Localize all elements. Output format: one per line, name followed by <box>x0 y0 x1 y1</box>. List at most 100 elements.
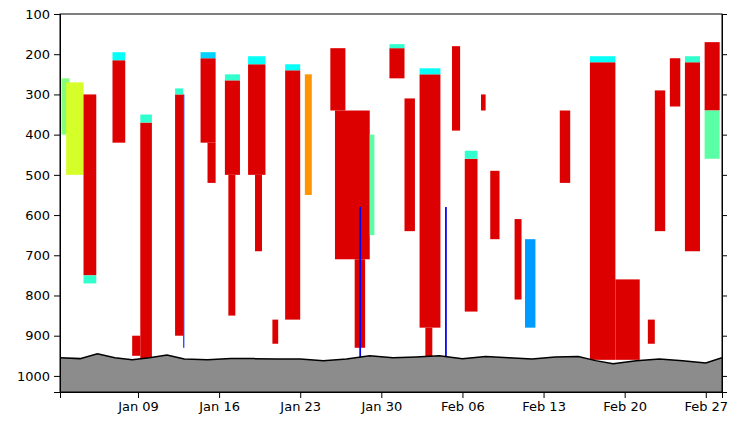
y-right-tick-mark <box>722 94 727 95</box>
cloud-cell <box>285 64 300 70</box>
y-tick-mark <box>54 295 60 296</box>
cloud-cell <box>359 207 361 360</box>
x-tick: Jan 09 <box>117 392 159 414</box>
x-tick-label: Feb 13 <box>522 399 566 414</box>
y-right-tick <box>722 135 727 136</box>
cloud-cell <box>305 74 312 195</box>
x-tick-mark <box>219 392 220 398</box>
cloud-cell <box>705 42 720 110</box>
cloud-cell <box>112 60 125 142</box>
cloud-cell <box>140 115 152 123</box>
y-right-tick-mark <box>722 376 727 377</box>
cloud-cell <box>84 275 97 283</box>
y-right-tick-mark <box>722 295 727 296</box>
y-tick: 200 <box>25 47 60 62</box>
x-tick: Jan 16 <box>198 392 240 414</box>
y-tick-mark <box>54 215 60 216</box>
y-tick-label: 700 <box>25 248 50 263</box>
y-tick-label: 500 <box>25 168 50 183</box>
cloud-cell <box>66 82 83 174</box>
y-right-tick-mark <box>722 215 727 216</box>
y-tick-label: 400 <box>25 127 50 142</box>
y-tick-label: 800 <box>25 288 50 303</box>
cloud-cell <box>248 64 265 175</box>
x-tick: Feb 13 <box>522 392 566 414</box>
chart: Jan 09 Jan 16 Jan 23 Jan 30 Feb 06 Feb 13 Feb … <box>0 0 738 422</box>
cloud-cell <box>225 80 240 175</box>
cloud-cell <box>201 52 216 58</box>
cloud-cell <box>425 328 432 360</box>
x-tick-mark <box>544 392 545 398</box>
y-axis-right <box>722 15 727 393</box>
y-right-tick <box>722 255 727 256</box>
x-tick-mark <box>381 392 382 398</box>
x-tick: Jan 30 <box>360 392 402 414</box>
y-right-tick-mark <box>722 54 727 55</box>
y-tick-mark <box>54 255 60 256</box>
x-tick: Feb 06 <box>441 392 485 414</box>
cloud-cell <box>228 175 235 316</box>
cloud-cell <box>285 70 300 319</box>
y-tick-label: 300 <box>25 87 50 102</box>
y-tick-mark <box>54 94 60 95</box>
x-tick-label: Jan 09 <box>117 399 159 414</box>
cloud-cell <box>615 279 639 359</box>
y-tick: 1000 <box>17 369 60 384</box>
y-tick-label: 200 <box>25 47 50 62</box>
x-tick-mark <box>300 392 301 398</box>
y-right-tick <box>722 376 727 377</box>
cloud-cell <box>183 94 184 347</box>
terrain-area <box>60 354 722 392</box>
cloud-cell <box>132 336 140 356</box>
y-right-tick-mark <box>722 175 727 176</box>
cloud-cell <box>389 44 404 48</box>
cloud-cell <box>272 320 278 344</box>
cloud-cell <box>335 111 370 260</box>
cloud-cell <box>201 58 216 142</box>
y-tick-label: 600 <box>25 208 50 223</box>
y-axis: 100 200 300 400 500 600 700 800 900 1000 <box>17 7 61 393</box>
y-right-tick-mark <box>722 336 727 337</box>
x-tick-label: Jan 16 <box>198 399 240 414</box>
x-tick: Jan 23 <box>279 392 321 414</box>
y-tick: 800 <box>25 288 60 303</box>
y-tick-label: 1000 <box>17 369 50 384</box>
plot-area <box>60 42 722 392</box>
x-axis-line <box>61 393 723 399</box>
cloud-cell <box>140 123 152 360</box>
cloud-cell <box>404 98 414 231</box>
cloud-cell <box>685 62 700 251</box>
cloud-cell <box>255 175 262 251</box>
y-tick-label: 100 <box>25 7 50 22</box>
y-right-tick <box>722 295 727 296</box>
cloud-cell <box>420 74 441 327</box>
x-tick-label: Jan 23 <box>279 399 321 414</box>
x-axis: Jan 09 Jan 16 Jan 23 Jan 30 Feb 06 Feb 13 Feb … <box>61 392 729 414</box>
x-tick: Feb 27 <box>684 392 728 414</box>
cloud-cell <box>208 143 216 183</box>
cloud-cell <box>481 94 486 110</box>
x-tick-mark <box>706 392 707 398</box>
y-right-tick <box>722 336 727 337</box>
y-right-tick-mark <box>722 135 727 136</box>
y-tick: 100 <box>25 7 60 22</box>
y-right-tick <box>722 14 727 15</box>
cloud-cell <box>248 56 265 64</box>
cloud-cell <box>175 88 183 94</box>
cloud-cell <box>655 90 665 231</box>
cloud-cell <box>490 171 499 239</box>
y-right-tick <box>722 94 727 95</box>
x-tick-mark <box>138 392 139 398</box>
x-tick-mark <box>625 392 626 398</box>
y-tick-mark <box>54 376 60 377</box>
y-right-tick <box>722 215 727 216</box>
cloud-cell <box>175 94 183 335</box>
cloud-cell <box>465 159 478 312</box>
y-right-tick-mark <box>722 14 727 15</box>
y-tick: 700 <box>25 248 60 263</box>
cloud-cell <box>590 62 615 360</box>
cloud-cell <box>560 111 570 183</box>
x-tick-mark <box>462 392 463 398</box>
cloud-cell <box>445 207 447 360</box>
y-tick: 900 <box>25 328 60 343</box>
